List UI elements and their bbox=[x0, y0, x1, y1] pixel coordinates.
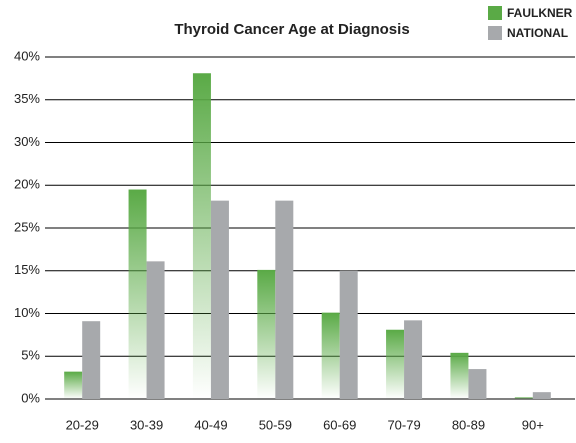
bar bbox=[146, 261, 165, 399]
bar bbox=[404, 320, 423, 399]
bar bbox=[532, 392, 551, 399]
y-tick-label: 0% bbox=[21, 390, 40, 405]
y-tick-label: 10% bbox=[14, 305, 40, 320]
y-tick-label: 20% bbox=[14, 177, 40, 192]
bar bbox=[450, 352, 469, 399]
x-tick-label: 90+ bbox=[522, 417, 544, 432]
bar bbox=[514, 397, 533, 399]
x-tick-label: 80-89 bbox=[452, 417, 485, 432]
bar bbox=[192, 73, 211, 400]
bar bbox=[210, 200, 229, 399]
legend-swatch bbox=[488, 26, 502, 40]
y-tick-label: 25% bbox=[14, 219, 40, 234]
x-tick-label: 60-69 bbox=[323, 417, 356, 432]
x-tick-label: 30-39 bbox=[130, 417, 163, 432]
bar bbox=[275, 200, 294, 399]
bar bbox=[128, 189, 147, 399]
legend-label: FAULKNER bbox=[507, 6, 573, 20]
y-tick-label: 15% bbox=[14, 262, 40, 277]
bar bbox=[64, 371, 83, 399]
y-tick-label: 35% bbox=[14, 91, 40, 106]
x-tick-label: 50-59 bbox=[259, 417, 292, 432]
x-tick-label: 20-29 bbox=[66, 417, 99, 432]
y-tick-label: 40% bbox=[14, 48, 40, 63]
bar bbox=[386, 329, 405, 399]
bar bbox=[468, 369, 487, 399]
bar bbox=[257, 269, 276, 399]
bar bbox=[339, 270, 358, 399]
legend-label: NATIONAL bbox=[507, 26, 568, 40]
x-tick-label: 40-49 bbox=[194, 417, 227, 432]
x-tick-label: 70-79 bbox=[387, 417, 420, 432]
legend-swatch bbox=[488, 6, 502, 20]
y-tick-label: 30% bbox=[14, 134, 40, 149]
bar bbox=[321, 312, 340, 399]
chart-title: Thyroid Cancer Age at Diagnosis bbox=[174, 21, 409, 38]
bar bbox=[82, 321, 101, 399]
y-tick-label: 5% bbox=[21, 348, 40, 363]
